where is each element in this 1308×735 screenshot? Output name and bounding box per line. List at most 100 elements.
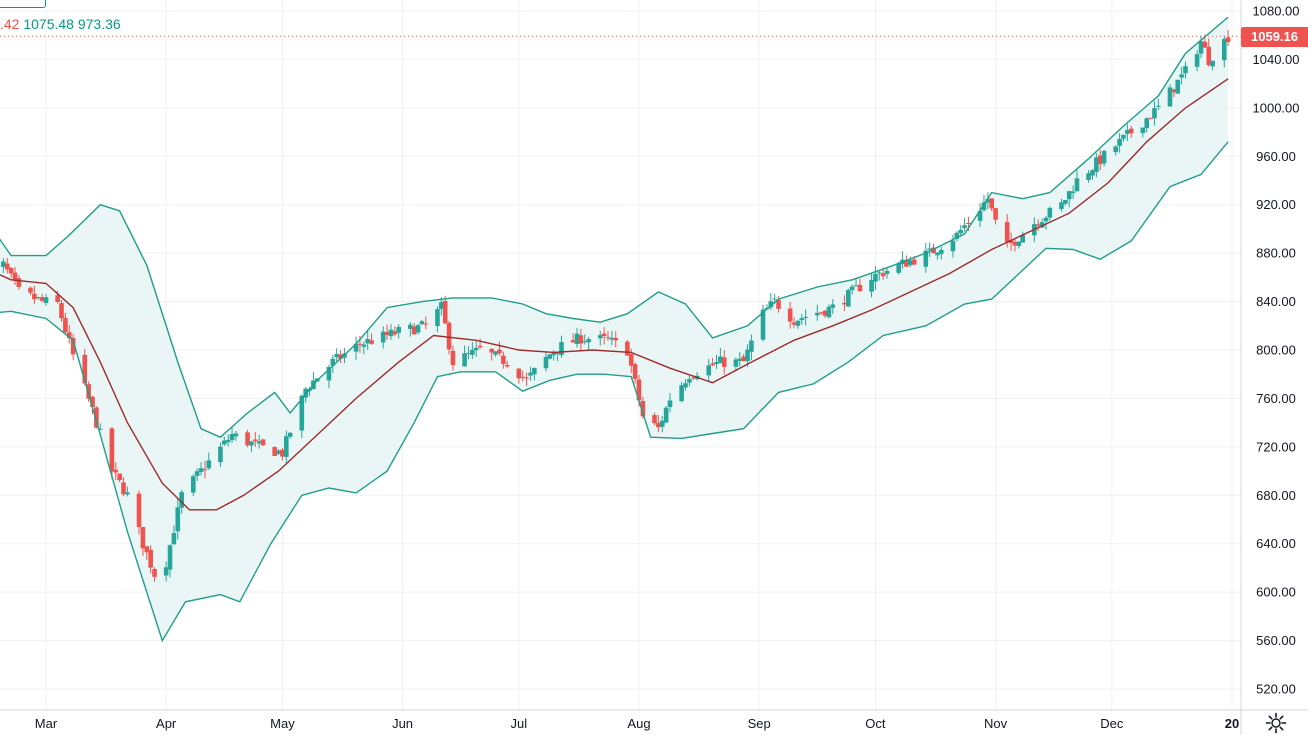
candle-2019-04-18 [229, 427, 235, 443]
candle-body [718, 356, 723, 364]
candle-body [8, 268, 14, 274]
candle-body [1043, 217, 1049, 222]
candle-2019-03-05 [59, 299, 64, 322]
candle-body [1047, 207, 1053, 218]
candle-2019-03-18 [109, 427, 115, 480]
candle-body [1171, 89, 1177, 93]
candle-2019-12-18 [1175, 79, 1181, 94]
lower-band-line [0, 141, 1229, 643]
candle-2019-07-11 [555, 352, 560, 362]
candle-body [206, 460, 212, 469]
candle-body [256, 441, 262, 444]
candle-body [411, 326, 417, 335]
candle-2019-10-23 [958, 224, 963, 237]
x-tick-label: Dec [1100, 716, 1124, 731]
candle-body [636, 379, 642, 401]
candle-body [799, 318, 805, 321]
candle-2019-07-23 [601, 327, 607, 345]
candle-2019-12-05 [1125, 123, 1130, 141]
y-tick-label: 640.00 [1256, 536, 1296, 551]
candle-2019-09-19 [826, 304, 832, 319]
candle-2019-10-14 [923, 242, 929, 273]
candle-body [493, 351, 498, 355]
candle-body [245, 432, 250, 446]
candle-2019-07-22 [597, 330, 603, 346]
candle-2019-04-17 [225, 434, 231, 447]
candle-2019-12-17 [1171, 89, 1177, 98]
candle-body [1101, 150, 1107, 164]
candle-2019-04-24 [252, 431, 258, 447]
candle-body [225, 439, 231, 443]
y-tick-label: 720.00 [1256, 439, 1296, 454]
candle-body [985, 198, 991, 203]
candle-2019-04-29 [272, 446, 277, 457]
candle-2019-07-05 [532, 367, 537, 381]
candle-body [1202, 41, 1208, 48]
candle-body [90, 396, 95, 407]
candle-2019-05-06 [299, 394, 305, 439]
candle-body [1152, 108, 1157, 119]
legend-upper-value: 1075.48 [23, 16, 74, 32]
candle-body [117, 473, 122, 481]
candle-2019-06-21 [477, 338, 483, 349]
candle-body [830, 304, 836, 308]
candle-2019-11-25 [1086, 170, 1091, 183]
x-tick-label: Aug [627, 716, 650, 731]
candle-body [175, 507, 181, 532]
candle-body [532, 367, 537, 375]
candle-body [640, 400, 646, 417]
candle-2019-09-11 [795, 320, 801, 329]
candle-body [497, 349, 502, 354]
candle-body [896, 263, 901, 273]
candle-2019-06-24 [489, 347, 495, 361]
candle-body [1097, 155, 1103, 165]
legend-toggle[interactable] [0, 0, 46, 8]
candle-body [908, 260, 913, 266]
candle-2019-02-25 [28, 286, 33, 296]
y-axis-labels[interactable]: 1080.00 1040.00 1000.00 960.00 920.00 880.00 8… [1253, 4, 1300, 697]
candle-2019-08-29 [745, 344, 750, 367]
candle-2019-06-11 [439, 297, 444, 316]
candle-body [520, 376, 526, 378]
candle-2019-10-30 [985, 192, 991, 210]
candle-2019-02-20 [8, 266, 14, 278]
candle-2019-09-24 [845, 288, 851, 307]
candle-body [125, 492, 130, 495]
candle-body [721, 357, 727, 367]
candle-2019-07-03 [524, 372, 529, 387]
candle-2019-09-30 [869, 273, 874, 298]
candle-2019-04-08 [190, 474, 196, 497]
candle-2019-05-20 [353, 336, 359, 361]
candle-2019-06-26 [497, 341, 502, 356]
candle-2019-02-21 [12, 267, 18, 285]
candle-body [1210, 60, 1215, 67]
candle-2019-07-25 [609, 330, 615, 346]
candle-2019-04-30 [276, 449, 281, 455]
candle-2019-11-14 [1043, 216, 1049, 230]
candle-body [94, 407, 99, 428]
candle-2019-03-26 [140, 527, 146, 557]
candle-body [326, 366, 332, 381]
legend-basis-value: .42 [0, 16, 20, 32]
candle-2019-12-23 [1194, 50, 1200, 72]
gear-icon[interactable] [1264, 711, 1288, 735]
candle-body [923, 250, 929, 267]
candle-2019-09-10 [791, 317, 797, 329]
candle-body [749, 340, 754, 352]
candle-2019-08-14 [687, 375, 692, 387]
candle-2019-03-06 [63, 312, 68, 335]
x-axis-labels[interactable]: Mar Apr May Jun Jul Aug Sep Oct Nov Dec 20 [35, 716, 1239, 731]
candle-2019-06-04 [411, 323, 417, 335]
candle-2019-06-18 [466, 346, 471, 360]
candle-body [1179, 74, 1184, 78]
candle-body [1, 261, 6, 268]
candle-body [547, 354, 553, 359]
candle-2019-10-02 [877, 271, 882, 281]
candle-body [152, 569, 157, 577]
candle-2019-03-21 [121, 477, 126, 497]
candle-body [628, 354, 634, 366]
candle-body [353, 343, 359, 352]
candle-body [690, 377, 696, 379]
